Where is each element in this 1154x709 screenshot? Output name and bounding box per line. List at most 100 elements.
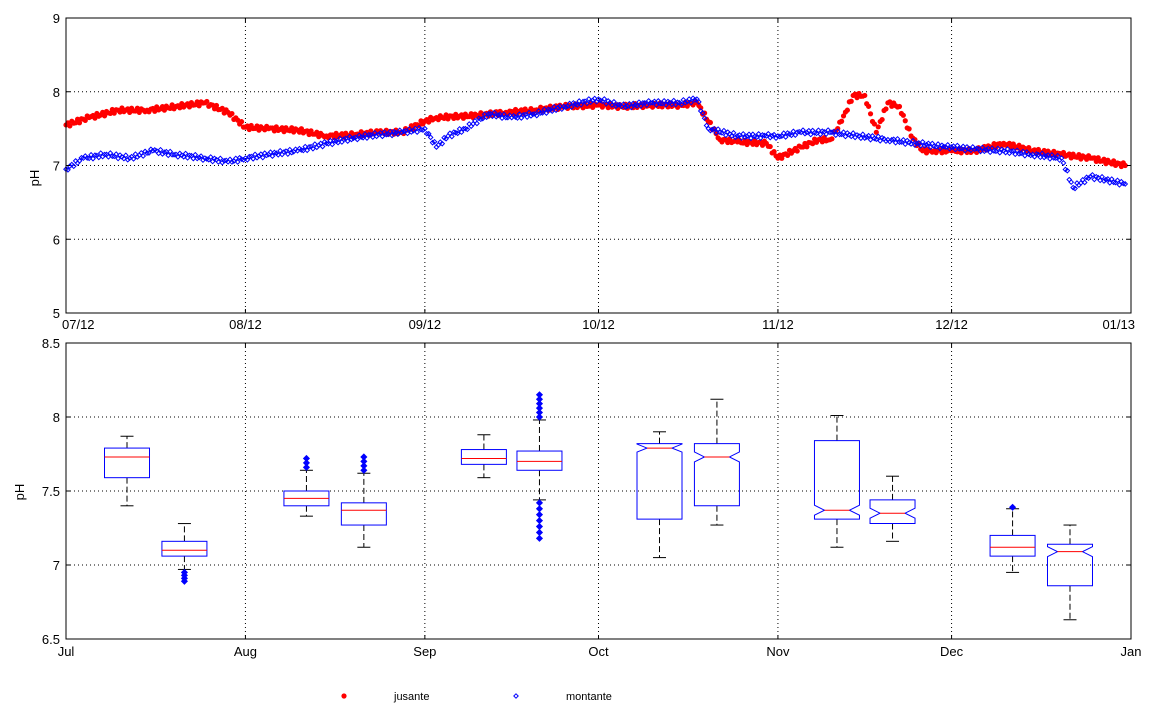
series-montante-fill-point <box>140 153 147 159</box>
series-jusante-fill-point <box>468 111 474 117</box>
bottom-x-tick-label: Sep <box>413 644 436 659</box>
series-jusante-point <box>202 100 208 106</box>
series-jusante-fill-point <box>875 124 881 130</box>
series-jusante-fill-point <box>725 139 731 146</box>
series-montante-fill-point <box>919 139 926 145</box>
series-montante-point <box>618 103 625 110</box>
series-montante-point <box>531 110 538 117</box>
series-jusante-point <box>827 137 833 143</box>
series-montante-fill-point <box>529 111 536 118</box>
series-montante-fill-point <box>194 155 201 162</box>
outlier-point <box>535 505 544 513</box>
series-montante-fill-point <box>192 151 199 158</box>
series-montante-fill-point <box>863 134 870 141</box>
series-montante-fill-point <box>514 115 521 121</box>
top-y-tick-label: 6 <box>53 232 60 247</box>
series-jusante-fill-point <box>784 152 791 158</box>
series-montante <box>63 95 1129 192</box>
box-notched <box>813 440 860 520</box>
outlier-point <box>302 463 311 471</box>
series-montante-fill-point <box>836 131 843 138</box>
series-montante-fill-point <box>489 113 496 120</box>
series-montante-fill-point <box>281 149 287 155</box>
series-montante-fill-point <box>1097 177 1104 184</box>
series-montante-fill-point <box>502 114 509 121</box>
series-montante-fill-point <box>1021 152 1028 159</box>
series-montante-fill-point <box>663 102 669 108</box>
series-montante-fill-point <box>888 136 895 143</box>
series-montante-fill-point <box>823 131 830 137</box>
series-montante-fill-point <box>612 103 619 110</box>
series-montante-fill-point <box>389 132 395 139</box>
series-jusante-point <box>931 148 937 154</box>
series-jusante-fill-point <box>254 123 260 129</box>
series-montante-fill-point <box>780 130 787 137</box>
top-x-tick-label: 12/12 <box>935 317 968 332</box>
series-jusante-point <box>896 103 903 110</box>
series-jusante-fill-point <box>238 119 245 125</box>
series-montante-fill-point <box>614 101 621 108</box>
series-montante-fill-point <box>859 131 866 138</box>
series-jusante-point <box>225 109 231 115</box>
series-jusante-point <box>920 148 926 154</box>
series-montante-fill-point <box>611 98 617 105</box>
series-jusante-fill-point <box>92 115 98 121</box>
series-montante-fill-point <box>423 130 430 137</box>
series-jusante-fill-point <box>767 143 773 150</box>
series-jusante-fill-point <box>804 144 810 150</box>
series-montante-fill-point <box>474 120 480 127</box>
series-montante-fill-point <box>533 112 540 119</box>
series-montante-fill-point <box>979 144 986 151</box>
series-montante-fill-point <box>288 149 295 156</box>
boxplot-nov-jusante <box>813 415 860 548</box>
series-jusante-fill-point <box>879 116 885 123</box>
series-montante-fill-point <box>90 155 96 162</box>
boxplot-aug-montante <box>340 453 387 548</box>
series-jusante-fill-point <box>794 148 800 154</box>
series-montante-point <box>942 144 949 150</box>
series-montante-fill-point <box>1043 153 1050 159</box>
series-jusante-fill-point <box>900 112 906 118</box>
bottom-x-tick-label: Jul <box>58 644 75 659</box>
series-montante-point <box>149 147 156 154</box>
series-montante-fill-point <box>956 145 963 152</box>
series-montante-fill-point <box>1072 185 1078 192</box>
box <box>460 449 507 465</box>
series-jusante-point <box>885 100 891 106</box>
series-montante-fill-point <box>97 150 104 157</box>
legend-item-jusante: jusante <box>341 691 429 703</box>
outlier-point <box>360 466 368 474</box>
series-jusante-fill-point <box>848 98 854 104</box>
series-montante-point <box>323 140 330 147</box>
series-jusante-fill-point <box>186 104 193 110</box>
outlier-point <box>535 408 544 417</box>
series-montante-fill-point <box>815 127 822 134</box>
series-montante-point <box>508 114 515 121</box>
series-jusante-point <box>873 129 879 135</box>
series-montante-fill-point <box>221 157 228 164</box>
series-jusante-fill-point <box>348 130 355 136</box>
series-montante-point <box>421 125 428 132</box>
series-montante-fill-point <box>1016 150 1023 157</box>
series-montante-fill-point <box>217 155 224 162</box>
series-jusante-point <box>323 133 330 139</box>
series-montante-fill-point <box>414 129 421 135</box>
series-montante-fill-point <box>910 137 916 144</box>
bottom-y-tick-label: 7.5 <box>42 484 60 499</box>
outlier-point <box>360 457 368 465</box>
series-montante-fill-point <box>539 109 546 116</box>
legend: jusante montante <box>341 691 612 703</box>
series-montante-point <box>827 129 833 136</box>
series-montante-fill-point <box>304 147 311 154</box>
series-montante-point <box>375 131 382 138</box>
series-jusante-fill-point <box>867 111 874 117</box>
series-montante-fill-point <box>591 95 598 102</box>
series-jusante-fill-point <box>426 119 432 125</box>
boxplot-nov-montante <box>869 475 916 542</box>
outlier-point <box>302 459 311 467</box>
series-montante-fill-point <box>387 128 394 135</box>
series-montante-fill-point <box>1008 148 1015 155</box>
series-jusante-fill-point <box>665 104 671 110</box>
series-montante-point <box>734 133 741 139</box>
boxplot-sep-montante <box>516 391 563 542</box>
